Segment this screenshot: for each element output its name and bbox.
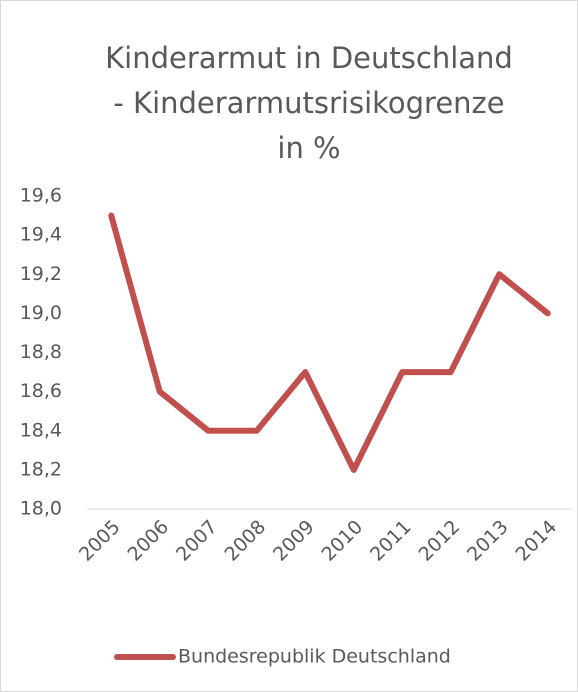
chart-title: Kinderarmut in Deutschland xyxy=(105,41,513,75)
y-tick-label: 19,0 xyxy=(20,302,62,324)
data-line xyxy=(108,212,551,473)
y-tick-label: 18,2 xyxy=(20,458,62,480)
y-tick-label: 18,0 xyxy=(20,498,62,520)
y-tick-label: 18,6 xyxy=(20,380,62,402)
y-tick-label: 18,4 xyxy=(20,419,62,441)
y-tick-label: 18,8 xyxy=(20,341,62,363)
chart-title: in % xyxy=(277,131,340,165)
chart-title: - Kinderarmutsrisikogrenze xyxy=(113,86,504,120)
y-tick-label: 19,2 xyxy=(20,263,62,285)
y-tick-label: 19,6 xyxy=(20,185,62,207)
legend-label: Bundesrepublik Deutschland xyxy=(178,646,451,668)
y-tick-label: 19,4 xyxy=(20,224,62,246)
